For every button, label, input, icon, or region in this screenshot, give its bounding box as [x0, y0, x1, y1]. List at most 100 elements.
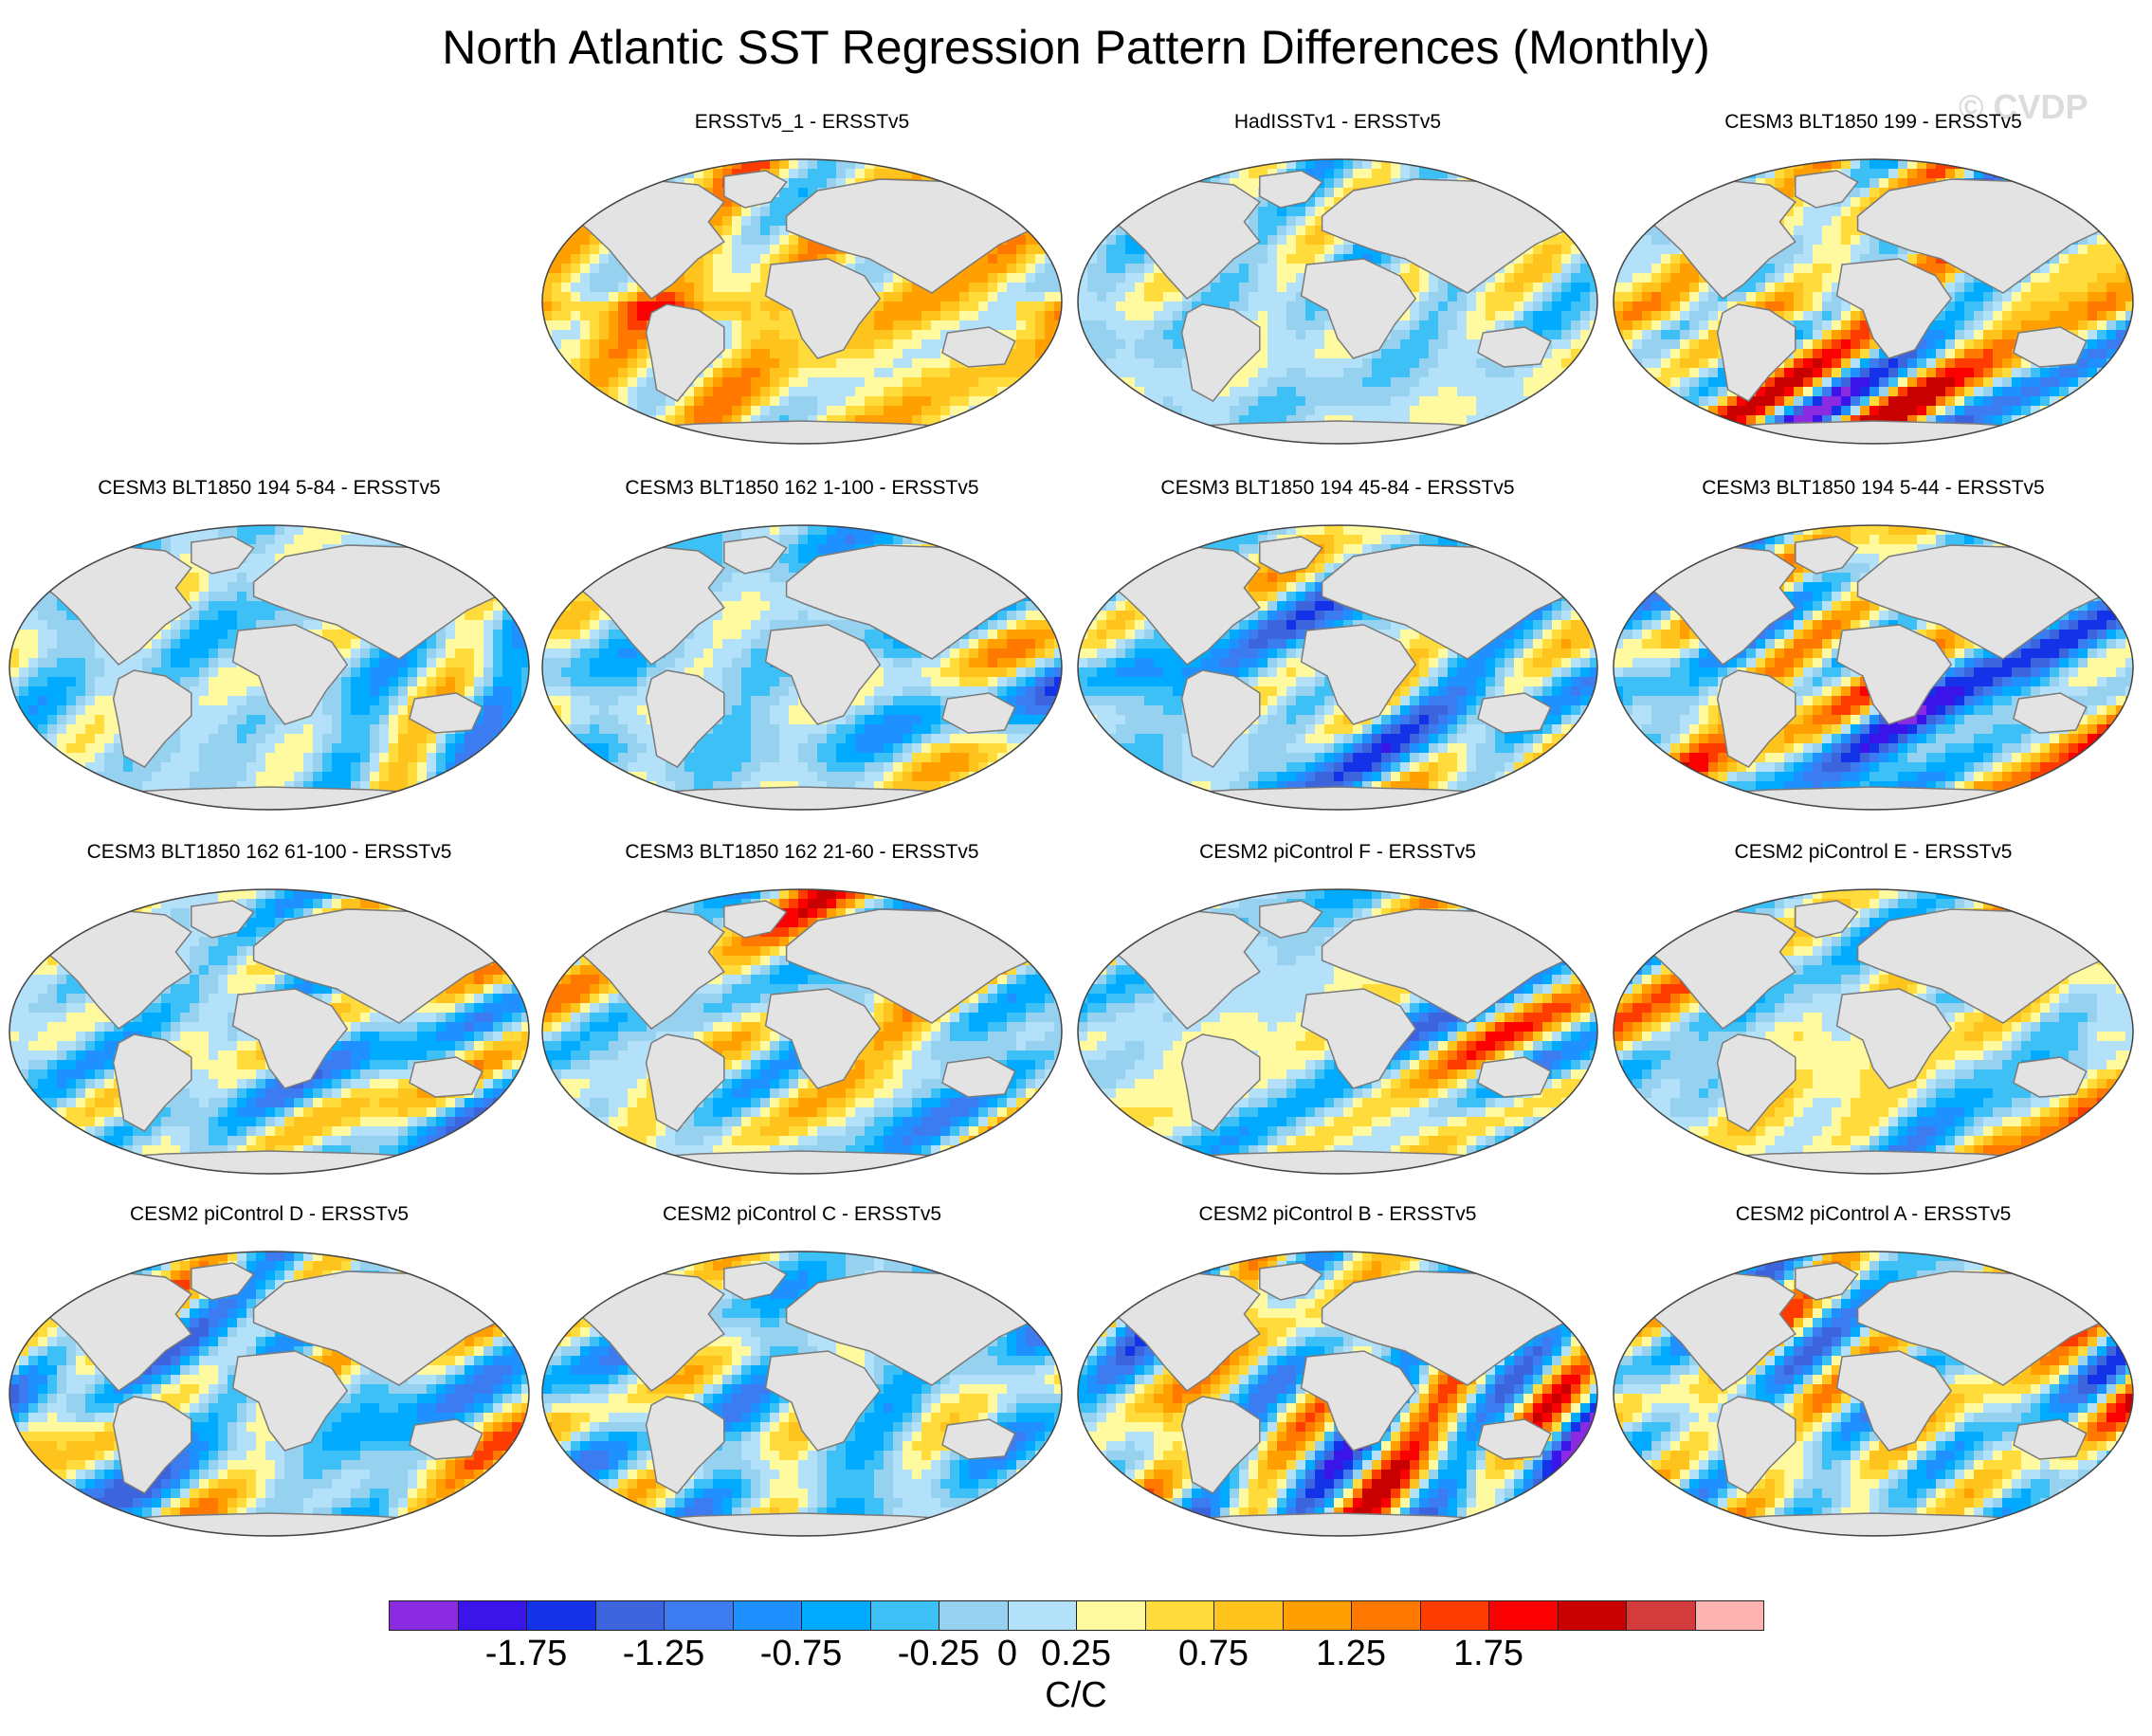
- continent: [941, 1418, 1016, 1460]
- panel-title: CESM3 BLT1850 162 21-60 - ERSSTv5: [537, 838, 1067, 867]
- map-panel: CESM2 piControl A - ERSSTv5: [1608, 1200, 2139, 1565]
- colorbar-tick-label: -0.75: [744, 1633, 858, 1674]
- continent: [1180, 1033, 1261, 1132]
- continent: [1716, 1396, 1796, 1494]
- continent: [1856, 544, 2108, 660]
- continent: [252, 1270, 504, 1386]
- continent: [1103, 1270, 1261, 1392]
- panel-title: CESM3 BLT1850 162 1-100 - ERSSTv5: [537, 474, 1067, 503]
- continent: [1477, 326, 1552, 368]
- continent: [1638, 544, 1796, 666]
- continent: [191, 536, 255, 575]
- map-panel: ERSSTv5_1 - ERSSTv5: [537, 108, 1067, 473]
- map-border: [541, 158, 1063, 445]
- map-border: [541, 888, 1063, 1175]
- map-panel: CESM3 BLT1850 162 21-60 - ERSSTv5: [537, 838, 1067, 1203]
- colorbar-swatch: [664, 1600, 734, 1631]
- continent: [1321, 1270, 1573, 1386]
- colorbar-swatch: [1076, 1600, 1146, 1631]
- continent: [567, 1270, 725, 1392]
- colorbar-tick-label: -1.25: [607, 1633, 720, 1674]
- colorbar-swatch: [1144, 1600, 1214, 1631]
- regression-map: [1077, 158, 1598, 445]
- regression-map: [9, 1251, 530, 1537]
- regression-map: [1077, 888, 1598, 1175]
- continent: [1180, 303, 1261, 402]
- colorbar-tick-label: 1.25: [1294, 1633, 1408, 1674]
- colorbar-swatch: [1626, 1600, 1696, 1631]
- continent: [1639, 1150, 2107, 1174]
- regression-map: [1613, 888, 2134, 1175]
- continent: [567, 544, 725, 666]
- colorbar-swatch: [801, 1600, 871, 1631]
- regression-map: [541, 1251, 1063, 1537]
- map-panel: CESM3 BLT1850 162 1-100 - ERSSTv5: [537, 474, 1067, 839]
- continent: [1259, 170, 1323, 209]
- map-border: [1613, 524, 2134, 811]
- continent: [1638, 908, 1796, 1030]
- panel-title: ERSSTv5_1 - ERSSTv5: [537, 108, 1067, 137]
- land-mask: [567, 900, 1037, 1174]
- continent: [191, 900, 255, 939]
- colorbar-swatch: [457, 1600, 527, 1631]
- colorbar-swatch: [1282, 1600, 1352, 1631]
- map-border: [541, 524, 1063, 811]
- colorbar-tick-label: 1.75: [1432, 1633, 1545, 1674]
- panel-title: CESM3 BLT1850 194 45-84 - ERSSTv5: [1072, 474, 1603, 503]
- map-border: [9, 524, 530, 811]
- continent: [1477, 1418, 1552, 1460]
- colorbar-swatch: [1213, 1600, 1284, 1631]
- continent: [1103, 420, 1572, 444]
- panel-title: CESM2 piControl A - ERSSTv5: [1608, 1200, 2139, 1229]
- colorbar-tick-label: -1.75: [469, 1633, 583, 1674]
- colorbar-swatch: [594, 1600, 665, 1631]
- continent: [1639, 786, 2107, 810]
- continent: [1103, 544, 1261, 666]
- continent: [723, 900, 788, 939]
- continent: [34, 908, 192, 1030]
- continent: [1103, 786, 1572, 810]
- continent: [191, 1262, 255, 1301]
- continent: [1477, 1056, 1552, 1098]
- continent: [1321, 178, 1573, 294]
- continent: [645, 1396, 725, 1494]
- continent: [34, 544, 192, 666]
- continent: [1716, 303, 1796, 402]
- map-panel: CESM3 BLT1850 194 5-84 - ERSSTv5: [4, 474, 535, 839]
- colorbar-swatch: [1488, 1600, 1559, 1631]
- map-panel: CESM3 BLT1850 194 5-44 - ERSSTv5: [1608, 474, 2139, 839]
- continent: [723, 170, 788, 209]
- continent: [1639, 420, 2107, 444]
- continent: [568, 1512, 1036, 1536]
- land-mask: [1103, 170, 1573, 444]
- continent: [567, 908, 725, 1030]
- panel-title: CESM2 piControl D - ERSSTv5: [4, 1200, 535, 1229]
- map-panel: CESM3 BLT1850 194 45-84 - ERSSTv5: [1072, 474, 1603, 839]
- continent: [1716, 669, 1796, 768]
- continent: [1259, 900, 1323, 939]
- continent: [112, 1033, 192, 1132]
- continent: [1639, 1512, 2107, 1536]
- continent: [568, 420, 1036, 444]
- continent: [567, 178, 725, 300]
- colorbar-swatch: [732, 1600, 802, 1631]
- panel-title: HadISSTv1 - ERSSTv5: [1072, 108, 1603, 137]
- map-border: [1613, 888, 2134, 1175]
- colorbar-swatch: [939, 1600, 1009, 1631]
- colorbar-swatch: [869, 1600, 939, 1631]
- colorbar-tick-label: -0.25: [882, 1633, 995, 1674]
- map-panel: CESM2 piControl F - ERSSTv5: [1072, 838, 1603, 1203]
- map-border: [9, 1251, 530, 1537]
- continent: [252, 908, 504, 1024]
- colorbar-swatch: [1419, 1600, 1489, 1631]
- regression-map: [1613, 1251, 2134, 1537]
- continent: [1103, 178, 1261, 300]
- regression-map: [1077, 1251, 1598, 1537]
- continent: [785, 908, 1037, 1024]
- colorbar-swatch: [526, 1600, 596, 1631]
- continent: [764, 988, 882, 1089]
- continent: [231, 988, 349, 1089]
- continent: [1103, 1512, 1572, 1536]
- colorbar-tick-label: 0.25: [1019, 1633, 1133, 1674]
- continent: [941, 326, 1016, 368]
